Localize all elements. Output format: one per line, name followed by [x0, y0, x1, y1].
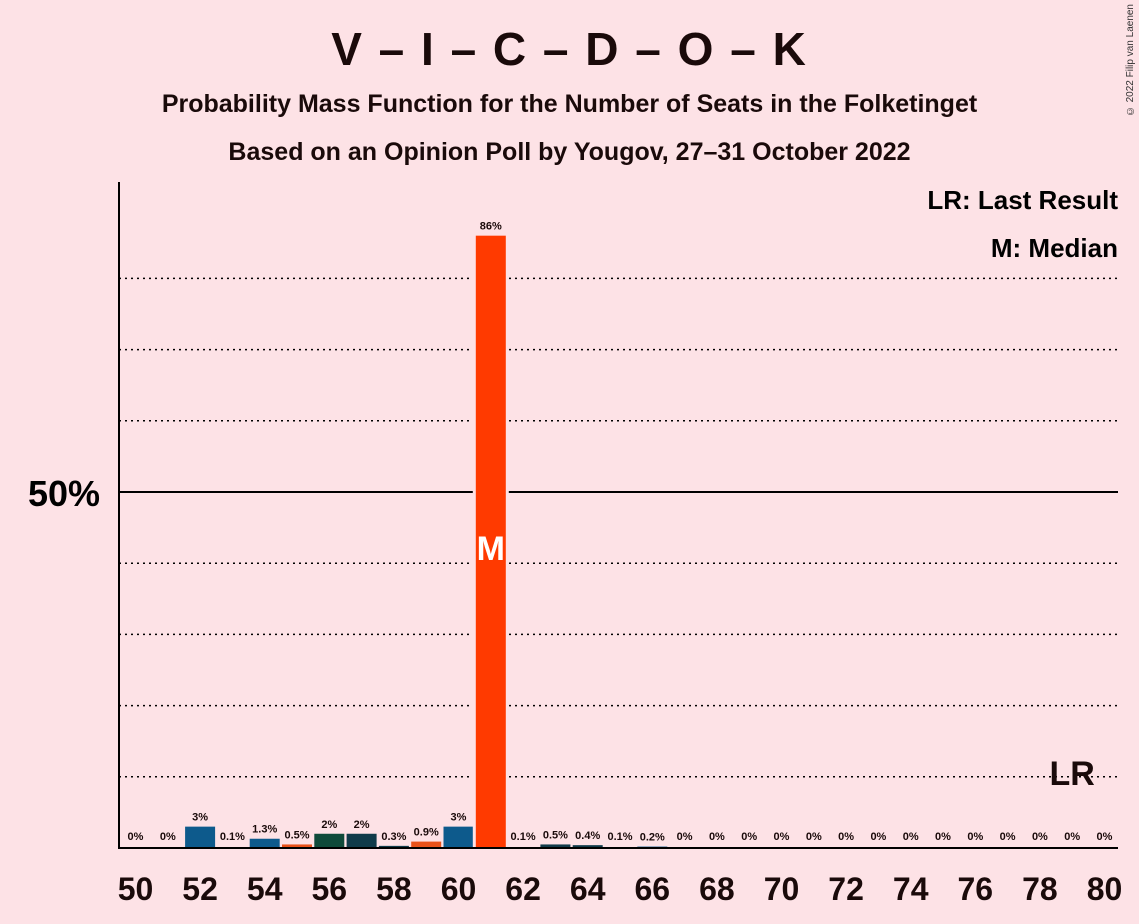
value-label-50: 0%: [128, 831, 144, 843]
x-tick-78: 78: [1022, 871, 1058, 907]
x-tick-62: 62: [505, 871, 541, 907]
value-label-62: 0.1%: [511, 831, 536, 843]
y-axis-50-label: 50%: [28, 473, 100, 514]
value-label-56: 2%: [321, 819, 337, 831]
x-tick-58: 58: [376, 871, 412, 907]
bar-56: [314, 833, 345, 848]
bar-54: [249, 838, 280, 848]
value-label-66: 0.2%: [640, 832, 665, 844]
bar-57: [346, 833, 377, 848]
value-label-57: 2%: [354, 819, 370, 831]
value-label-76: 0%: [967, 831, 983, 843]
value-labels: 0% 0% 3% 0.1% 1.3% 0.5% 2% 2% 0.3% 0.9% 3% 86% 0.1% 0…: [128, 221, 1113, 844]
bar-55: [282, 844, 312, 848]
value-label-69: 0%: [741, 831, 757, 843]
x-tick-54: 54: [247, 871, 283, 907]
x-tick-50: 50: [118, 871, 154, 907]
x-tick-74: 74: [893, 871, 929, 907]
value-label-63: 0.5%: [543, 829, 568, 841]
value-label-79: 0%: [1064, 831, 1080, 843]
value-label-72: 0%: [838, 831, 854, 843]
value-label-73: 0%: [870, 831, 886, 843]
value-label-70: 0%: [774, 831, 790, 843]
chart-title: V – I – C – D – O – K: [331, 23, 808, 75]
value-label-68: 0%: [709, 831, 725, 843]
x-tick-labels: 50 52 54 56 58 60 62 64 66 68 70 72 74 76 78 80: [118, 871, 1123, 907]
bar-63: [540, 844, 571, 848]
value-label-55: 0.5%: [284, 829, 309, 841]
value-label-74: 0%: [903, 831, 919, 843]
last-result-marker: LR: [1050, 755, 1095, 793]
value-label-59: 0.9%: [414, 827, 439, 839]
value-label-54: 1.3%: [252, 824, 277, 836]
value-label-61: 86%: [480, 221, 502, 233]
x-tick-72: 72: [828, 871, 864, 907]
value-label-52: 3%: [192, 812, 208, 824]
x-tick-64: 64: [570, 871, 606, 907]
median-marker: M: [477, 530, 505, 568]
value-label-53: 0.1%: [220, 831, 245, 843]
bar-58: [378, 845, 409, 848]
value-label-77: 0%: [1000, 831, 1016, 843]
x-tick-68: 68: [699, 871, 735, 907]
markers: M LR: [477, 530, 1095, 793]
value-label-64: 0.4%: [575, 830, 600, 842]
x-tick-56: 56: [312, 871, 348, 907]
legend-median: M: Median: [991, 233, 1118, 263]
x-tick-76: 76: [958, 871, 994, 907]
grid-lines: [119, 277, 1118, 778]
bar-64: [572, 845, 603, 848]
bar-60: [443, 826, 474, 848]
value-label-78: 0%: [1032, 831, 1048, 843]
value-label-60: 3%: [451, 812, 467, 824]
value-label-51: 0%: [160, 831, 176, 843]
x-tick-60: 60: [441, 871, 477, 907]
value-label-58: 0.3%: [381, 831, 406, 843]
bar-61: [475, 235, 506, 848]
value-label-67: 0%: [677, 831, 693, 843]
chart-subtitle: Probability Mass Function for the Number…: [161, 90, 978, 118]
legend-last-result: LR: Last Result: [927, 185, 1118, 215]
value-label-65: 0.1%: [607, 831, 632, 843]
value-label-71: 0%: [806, 831, 822, 843]
x-tick-66: 66: [635, 871, 671, 907]
bars: [185, 232, 668, 848]
x-tick-52: 52: [182, 871, 218, 907]
value-label-80: 0%: [1097, 831, 1113, 843]
value-label-75: 0%: [935, 831, 951, 843]
chart-subtitle-source: Based on an Opinion Poll by Yougov, 27–3…: [228, 138, 911, 166]
bar-52: [185, 826, 216, 848]
bar-59: [411, 841, 442, 848]
x-tick-80: 80: [1087, 871, 1123, 907]
x-tick-70: 70: [764, 871, 800, 907]
